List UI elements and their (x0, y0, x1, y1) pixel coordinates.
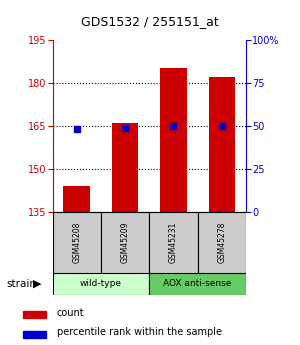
FancyBboxPatch shape (101, 212, 149, 273)
Bar (23, 311, 46, 318)
Text: percentile rank within the sample: percentile rank within the sample (57, 327, 222, 337)
Text: GSM45208: GSM45208 (72, 222, 81, 263)
Bar (63, 186, 90, 212)
Text: ▶: ▶ (33, 279, 41, 289)
Point (171, 123, 176, 129)
Text: GSM45278: GSM45278 (217, 222, 226, 263)
Bar (208, 77, 235, 212)
Bar (23, 331, 46, 338)
Point (74, 127, 79, 132)
Text: wild-type: wild-type (80, 279, 122, 288)
Text: count: count (57, 307, 85, 317)
Point (123, 125, 128, 130)
Bar (160, 68, 187, 212)
Text: AOX anti-sense: AOX anti-sense (164, 279, 232, 288)
FancyBboxPatch shape (52, 212, 101, 273)
Text: strain: strain (6, 279, 36, 289)
Text: GSM45231: GSM45231 (169, 222, 178, 263)
Text: GSM45209: GSM45209 (121, 221, 130, 263)
FancyBboxPatch shape (52, 273, 149, 295)
Point (219, 123, 224, 129)
Text: GDS1532 / 255151_at: GDS1532 / 255151_at (81, 16, 219, 29)
FancyBboxPatch shape (198, 212, 246, 273)
FancyBboxPatch shape (149, 273, 246, 295)
Bar (112, 123, 138, 212)
FancyBboxPatch shape (149, 212, 198, 273)
